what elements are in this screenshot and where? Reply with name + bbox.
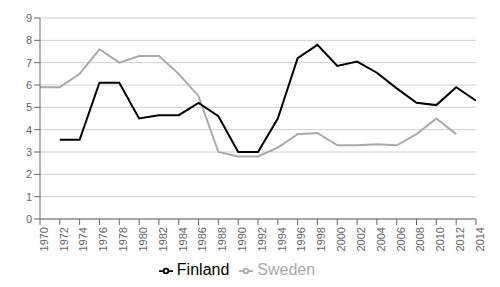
- svg-text:2006: 2006: [395, 227, 407, 251]
- svg-text:7: 7: [26, 57, 32, 69]
- svg-text:1998: 1998: [315, 227, 327, 251]
- svg-text:1: 1: [26, 191, 32, 203]
- svg-text:2014: 2014: [474, 227, 486, 251]
- html-text:Finland: Finland: [176, 261, 230, 278]
- svg-text:2008: 2008: [414, 227, 426, 251]
- svg-text:1970: 1970: [38, 227, 50, 251]
- svg-text:1974: 1974: [77, 227, 89, 251]
- svg-text:2004: 2004: [375, 227, 387, 251]
- svg-text:1972: 1972: [58, 227, 70, 251]
- svg-text:6: 6: [26, 79, 32, 91]
- svg-text:1976: 1976: [97, 227, 109, 251]
- svg-text:4: 4: [26, 124, 32, 136]
- svg-text:1986: 1986: [196, 227, 208, 251]
- svg-text:2002: 2002: [355, 227, 367, 251]
- svg-text:0: 0: [26, 213, 32, 225]
- svg-text:5: 5: [26, 101, 32, 113]
- svg-text:1990: 1990: [236, 227, 248, 251]
- html-text:Sweden: Sweden: [257, 261, 316, 278]
- svg-text:1988: 1988: [216, 227, 228, 251]
- svg-text:2000: 2000: [335, 227, 347, 251]
- svg-text:1984: 1984: [177, 227, 189, 251]
- svg-text:1992: 1992: [256, 227, 268, 251]
- svg-text:2012: 2012: [454, 227, 466, 251]
- svg-text:2010: 2010: [434, 227, 446, 251]
- svg-text:1996: 1996: [295, 227, 307, 251]
- svg-text:1994: 1994: [276, 227, 288, 251]
- svg-text:2: 2: [26, 168, 32, 180]
- svg-text:9: 9: [26, 12, 32, 24]
- svg-text:8: 8: [26, 34, 32, 46]
- svg-text:1980: 1980: [137, 227, 149, 251]
- svg-text:3: 3: [26, 146, 32, 158]
- svg-text:1978: 1978: [117, 227, 129, 251]
- svg-text:1982: 1982: [157, 227, 169, 251]
